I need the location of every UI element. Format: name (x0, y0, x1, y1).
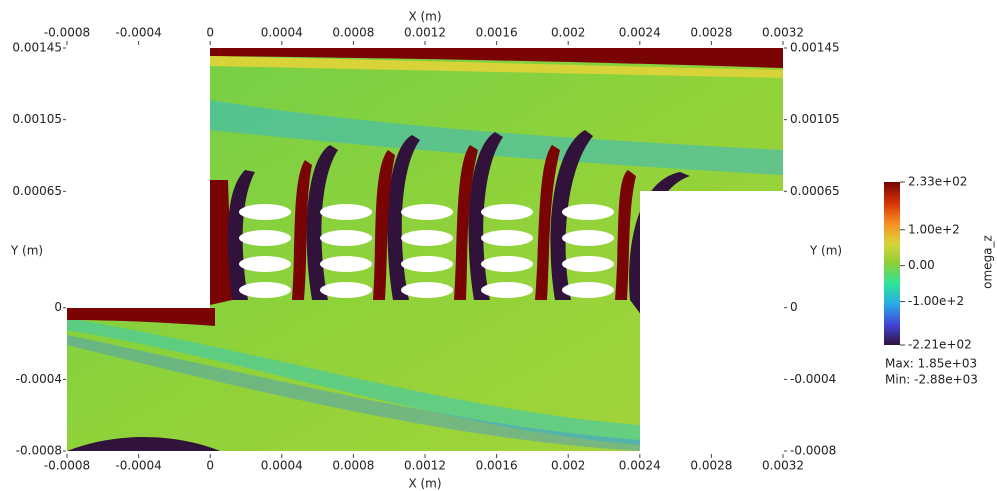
x-tick-label: 0.0016 (476, 26, 518, 40)
y-tick-label: 0.00065 (12, 184, 62, 198)
x-tick-label: 0.0028 (690, 459, 732, 473)
x-tick-label: 0 (206, 459, 214, 473)
x-axis-title: X (m) (408, 10, 441, 24)
y-axis-title: Y (m) (809, 244, 842, 258)
y-tick-label: -0.0004 (16, 372, 62, 386)
colorbar-tick-label: -1.00e+2 (908, 294, 964, 308)
y-tick-label: 0 (54, 300, 62, 314)
colorbar-tick-label: 0.00 (908, 258, 935, 272)
x-tick-label: 0.0024 (619, 459, 661, 473)
colorbar-min: Min: -2.88e+03 (885, 373, 978, 387)
x-tick-label: 0.0008 (332, 459, 374, 473)
x-axis-title: X (m) (408, 477, 441, 491)
x-tick-label: 0.002 (551, 26, 585, 40)
y-tick-label: -0.0004 (790, 372, 836, 386)
chart: X (m) X (m) Y (m) Y (m) omega_z Max: 1.8… (0, 0, 997, 491)
y-tick-label: -0.0008 (790, 444, 836, 458)
colorbar-title: omega_z (981, 235, 995, 289)
x-tick-label: 0.0032 (762, 459, 804, 473)
x-tick-label: -0.0004 (115, 459, 161, 473)
field (60, 40, 790, 460)
x-tick-label: 0 (206, 26, 214, 40)
y-tick-label: 0.00065 (790, 184, 840, 198)
y-tick-label: -0.0008 (16, 444, 62, 458)
colorbar-tick-label: 1.00e+2 (908, 222, 960, 236)
x-tick-label: -0.0004 (115, 26, 161, 40)
x-tick-label: 0.0028 (690, 26, 732, 40)
x-tick-label: 0.0012 (404, 459, 446, 473)
colorbar-tick-label: 2.33e+02 (908, 175, 967, 189)
x-tick-label: 0.0004 (261, 459, 303, 473)
x-tick-label: 0.0004 (261, 26, 303, 40)
y-tick-label: 0.00145 (790, 41, 840, 55)
colorbar-max: Max: 1.85e+03 (885, 357, 977, 371)
x-tick-label: -0.0008 (44, 26, 90, 40)
y-axis-title: Y (m) (10, 244, 43, 258)
colorbar-tick-label: -2.21e+02 (908, 338, 972, 352)
x-tick-label: 0.002 (551, 459, 585, 473)
y-tick-label: 0.00105 (790, 112, 840, 126)
colorbar (884, 182, 900, 345)
x-tick-label: 0.0008 (332, 26, 374, 40)
y-tick-label: 0.00105 (12, 112, 62, 126)
x-tick-label: 0.0012 (404, 26, 446, 40)
x-tick-label: 0.0024 (619, 26, 661, 40)
x-tick-label: 0.0016 (476, 459, 518, 473)
y-tick-label: 0 (790, 300, 798, 314)
y-tick-label: 0.00145 (12, 41, 62, 55)
x-tick-label: -0.0008 (44, 459, 90, 473)
x-tick-label: 0.0032 (762, 26, 804, 40)
